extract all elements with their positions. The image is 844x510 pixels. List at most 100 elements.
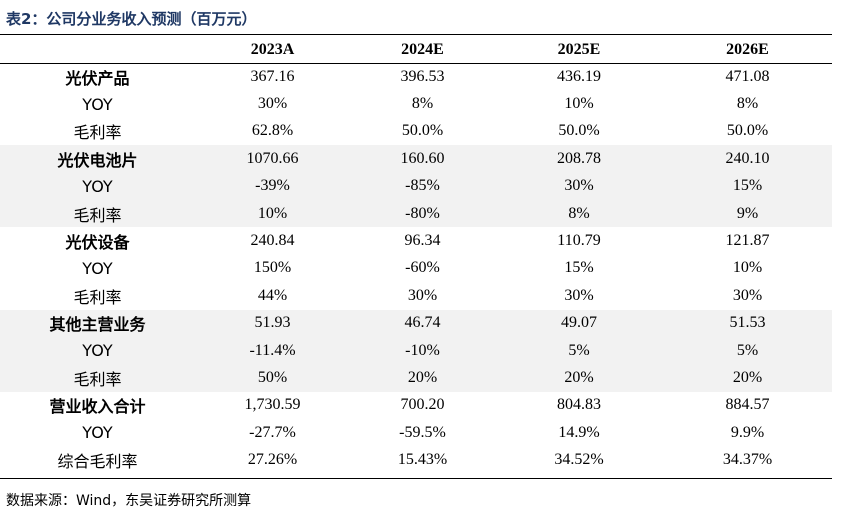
value-cell: 10% xyxy=(732,259,763,277)
header-year-2026e: 2026E xyxy=(726,40,769,58)
value-cell: 50.0% xyxy=(558,122,600,140)
value-cell: 34.52% xyxy=(554,451,604,469)
value-cell: 30% xyxy=(495,172,663,200)
table-row: YOY 150% -60% 15% 10% xyxy=(0,255,832,282)
table-header-rule xyxy=(0,63,832,64)
table-row: 其他主营业务 51.93 46.74 49.07 51.53 xyxy=(0,309,832,337)
value-cell: -27.7% xyxy=(249,423,296,441)
value-cell: 50.0% xyxy=(401,122,444,140)
value-cell: 50.0% xyxy=(726,122,769,140)
table-row: YOY -11.4% -10% 5% 5% xyxy=(0,336,832,365)
table-row: 光伏设备 240.84 96.34 110.79 121.87 xyxy=(0,227,832,254)
table-row: 光伏产品 367.16 396.53 436.19 471.08 xyxy=(0,63,832,90)
value-cell: 27.26% xyxy=(247,451,298,469)
value-cell: -10% xyxy=(350,336,495,365)
header-corner-cell xyxy=(0,36,195,63)
value-cell: -60% xyxy=(405,259,440,277)
revenue-forecast-table: 2023A 2024E 2025E 2026E 光伏产品 367.16 396.53… xyxy=(0,36,832,474)
value-cell: 20% xyxy=(495,364,663,392)
value-cell: 700.20 xyxy=(400,396,445,414)
value-cell: 30% xyxy=(407,286,438,304)
table-top-rule xyxy=(0,34,832,35)
value-cell: 5% xyxy=(495,336,663,365)
value-cell: 121.87 xyxy=(725,232,770,250)
value-cell: 8% xyxy=(411,95,434,113)
value-cell: -39% xyxy=(195,172,350,200)
value-cell: 150% xyxy=(253,259,292,277)
value-cell: 10% xyxy=(195,199,350,228)
header-year-2025e: 2025E xyxy=(557,40,601,58)
row-label: 光伏电池片 xyxy=(0,145,195,173)
header-year-2024e: 2024E xyxy=(401,40,444,58)
value-cell: 5% xyxy=(663,336,832,365)
value-cell: 240.84 xyxy=(250,232,295,250)
header-year-2023a: 2023A xyxy=(250,40,295,58)
table-header-row: 2023A 2024E 2025E 2026E xyxy=(0,36,832,63)
value-cell: 20% xyxy=(663,364,832,392)
table-row: 毛利率 50% 20% 20% 20% xyxy=(0,364,832,392)
row-label: YOY xyxy=(0,172,195,200)
row-label: 其他主营业务 xyxy=(0,309,195,337)
value-cell: -11.4% xyxy=(195,336,350,365)
value-cell: 46.74 xyxy=(350,309,495,337)
table-row: 毛利率 62.8% 50.0% 50.0% 50.0% xyxy=(0,118,832,145)
value-cell: 51.93 xyxy=(195,309,350,337)
value-cell: 30% xyxy=(732,286,763,304)
row-label: YOY xyxy=(82,258,113,278)
row-label: 综合毛利率 xyxy=(57,452,138,472)
value-cell: 367.16 xyxy=(250,67,295,85)
value-cell: 1,730.59 xyxy=(244,396,301,414)
value-cell: 436.19 xyxy=(557,67,601,85)
value-cell: 160.60 xyxy=(350,145,495,173)
table-row: 综合毛利率 27.26% 15.43% 34.52% 34.37% xyxy=(0,446,832,473)
table-row: 毛利率 44% 30% 30% 30% xyxy=(0,282,832,309)
value-cell: 8% xyxy=(495,199,663,228)
row-label: YOY xyxy=(0,336,195,365)
value-cell: 14.9% xyxy=(558,423,600,441)
value-cell: 110.79 xyxy=(557,232,601,250)
value-cell: 1070.66 xyxy=(195,145,350,173)
table-body: 光伏产品 367.16 396.53 436.19 471.08 YOY 30% 8% 10% 8… xyxy=(0,63,832,474)
table-row: YOY -27.7% -59.5% 14.9% 9.9% xyxy=(0,419,832,446)
value-cell: 50% xyxy=(195,364,350,392)
value-cell: 471.08 xyxy=(725,67,770,85)
table-title: 表2：公司分业务收入预测（百万元） xyxy=(6,10,257,28)
value-cell: 9% xyxy=(663,199,832,228)
table-row: 毛利率 10% -80% 8% 9% xyxy=(0,199,832,228)
value-cell: 15.43% xyxy=(397,451,448,469)
value-cell: 34.37% xyxy=(722,451,773,469)
source-note: 数据来源：Wind，东吴证券研究所测算 xyxy=(6,493,252,509)
row-label: 光伏设备 xyxy=(65,233,130,253)
row-label: YOY xyxy=(82,94,113,114)
value-cell: 49.07 xyxy=(495,309,663,337)
row-label: 毛利率 xyxy=(0,364,195,392)
value-cell: -80% xyxy=(350,199,495,228)
value-cell: -85% xyxy=(350,172,495,200)
table-row: YOY 30% 8% 10% 8% xyxy=(0,90,832,117)
row-label: 毛利率 xyxy=(73,287,122,307)
value-cell: 884.57 xyxy=(725,396,770,414)
value-cell: 208.78 xyxy=(495,145,663,173)
value-cell: 30% xyxy=(564,286,594,304)
value-cell: 20% xyxy=(350,364,495,392)
value-cell: 8% xyxy=(736,95,759,113)
value-cell: 240.10 xyxy=(663,145,832,173)
value-cell: 51.53 xyxy=(663,309,832,337)
row-label: 营业收入合计 xyxy=(49,397,146,417)
row-label: 毛利率 xyxy=(73,123,122,143)
row-label: YOY xyxy=(82,423,113,443)
value-cell: 62.8% xyxy=(251,122,294,140)
value-cell: -59.5% xyxy=(399,423,446,441)
value-cell: 44% xyxy=(257,286,288,304)
row-label: 毛利率 xyxy=(0,199,195,228)
value-cell: 30% xyxy=(257,95,288,113)
table-row: 营业收入合计 1,730.59 700.20 804.83 884.57 xyxy=(0,392,832,419)
table-bottom-rule xyxy=(0,478,832,479)
table-row: 光伏电池片 1070.66 160.60 208.78 240.10 xyxy=(0,145,832,173)
value-cell: 15% xyxy=(663,172,832,200)
row-label: 光伏产品 xyxy=(65,68,130,88)
value-cell: 804.83 xyxy=(557,396,601,414)
value-cell: 9.9% xyxy=(730,423,765,441)
table-row: YOY -39% -85% 30% 15% xyxy=(0,172,832,200)
value-cell: 10% xyxy=(564,95,594,113)
